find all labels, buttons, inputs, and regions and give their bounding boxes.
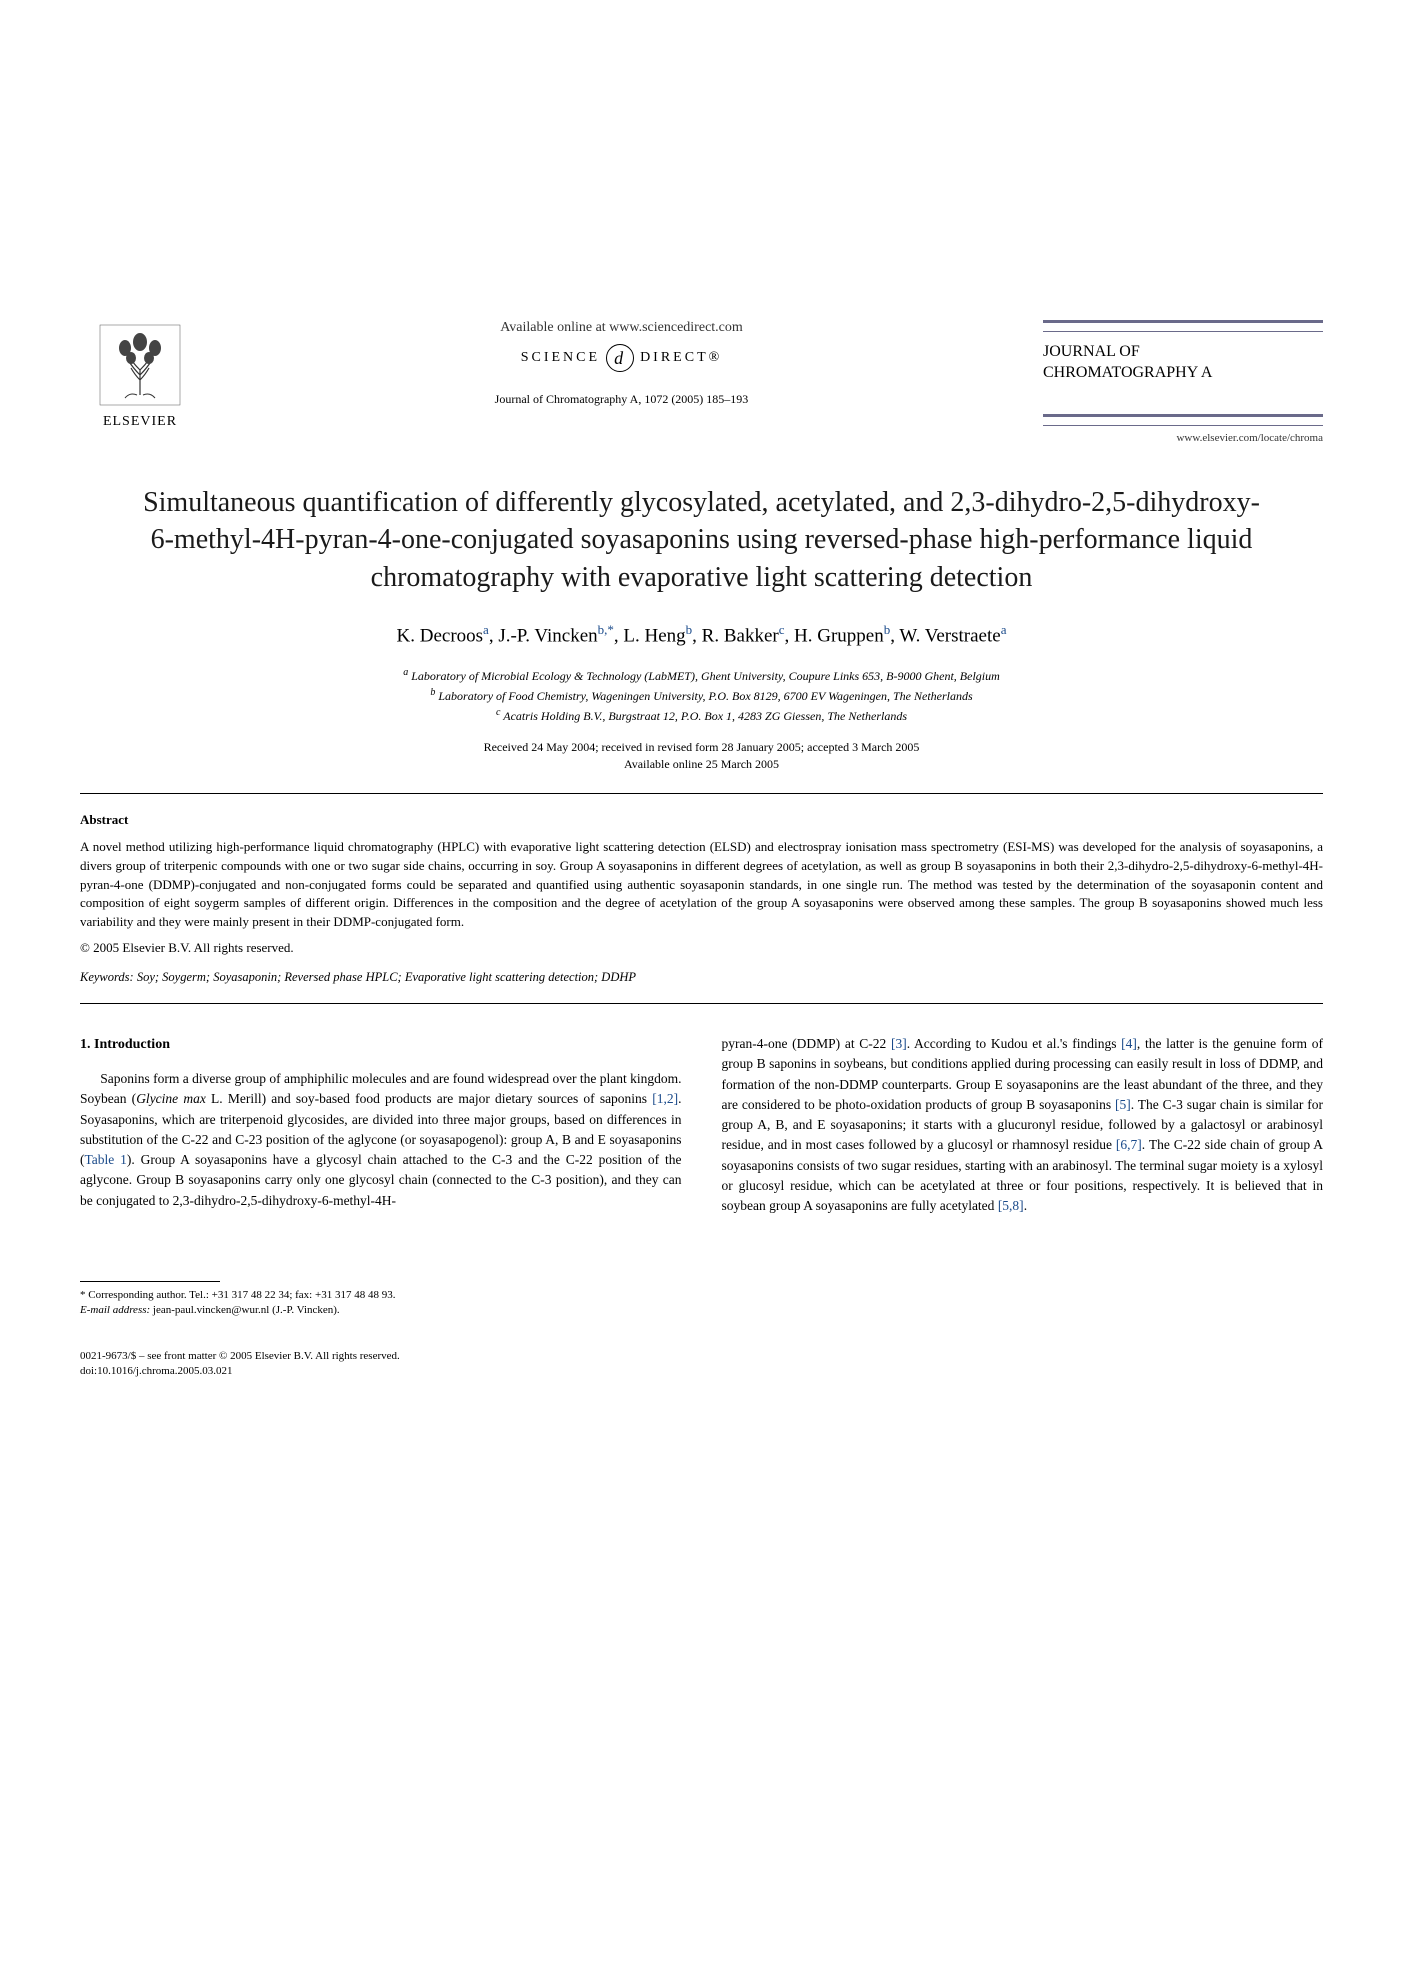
- journal-box: JOURNAL OF CHROMATOGRAPHY A: [1043, 320, 1323, 426]
- available-online-text: Available online at www.sciencedirect.co…: [500, 320, 743, 336]
- rule-before-abstract: [80, 793, 1323, 794]
- rule-after-keywords: [80, 1003, 1323, 1004]
- ref-5-8[interactable]: [5,8]: [998, 1198, 1024, 1213]
- article-dates: Received 24 May 2004; received in revise…: [80, 739, 1323, 773]
- journal-citation: Journal of Chromatography A, 1072 (2005)…: [495, 392, 749, 407]
- footnote-rule: [80, 1281, 220, 1282]
- author-3-sup: b: [686, 622, 693, 637]
- table-1-link[interactable]: Table 1: [85, 1152, 127, 1167]
- abstract-heading: Abstract: [80, 812, 1323, 828]
- author-3: L. Heng: [623, 625, 685, 646]
- keywords-label: Keywords:: [80, 970, 134, 984]
- publisher-block: ELSEVIER: [80, 320, 200, 430]
- footer-info: 0021-9673/$ – see front matter © 2005 El…: [80, 1349, 1323, 1380]
- center-header: Available online at www.sciencedirect.co…: [200, 320, 1043, 407]
- authors-line: K. Decroosa, J.-P. Vinckenb,*, L. Hengb,…: [80, 622, 1323, 647]
- ref-3[interactable]: [3]: [891, 1036, 907, 1051]
- dates-online: Available online 25 March 2005: [80, 756, 1323, 773]
- author-5-sup: b: [884, 622, 891, 637]
- journal-name-1: JOURNAL OF: [1043, 342, 1323, 363]
- author-2: J.-P. Vincken: [498, 625, 597, 646]
- keywords-line: Keywords: Soy; Soygerm; Soyasaponin; Rev…: [80, 970, 1323, 985]
- affil-b: Laboratory of Food Chemistry, Wageningen…: [438, 689, 972, 703]
- corresponding-footnote: * Corresponding author. Tel.: +31 317 48…: [80, 1288, 682, 1319]
- ref-4[interactable]: [4]: [1121, 1036, 1137, 1051]
- elsevier-tree-logo: [95, 320, 185, 410]
- affil-a: Laboratory of Microbial Ecology & Techno…: [411, 669, 1000, 683]
- column-left: 1. Introduction Saponins form a diverse …: [80, 1034, 682, 1319]
- intro-para-left: Saponins form a diverse group of amphiph…: [80, 1069, 682, 1211]
- author-1-sup: a: [483, 622, 489, 637]
- author-1: K. Decroos: [397, 625, 484, 646]
- ref-1-2[interactable]: [1,2]: [652, 1091, 678, 1106]
- affiliations: a Laboratory of Microbial Ecology & Tech…: [80, 665, 1323, 725]
- abstract-copyright: © 2005 Elsevier B.V. All rights reserved…: [80, 940, 1323, 956]
- author-4: R. Bakker: [702, 625, 779, 646]
- keywords-text: Soy; Soygerm; Soyasaponin; Reversed phas…: [134, 970, 636, 984]
- body-columns: 1. Introduction Saponins form a diverse …: [80, 1034, 1323, 1319]
- sd-right: DIRECT®: [640, 350, 722, 366]
- intro-heading: 1. Introduction: [80, 1034, 682, 1055]
- dates-received: Received 24 May 2004; received in revise…: [80, 739, 1323, 756]
- email-label: E-mail address:: [80, 1304, 150, 1316]
- footer-doi: doi:10.1016/j.chroma.2005.03.021: [80, 1364, 1323, 1379]
- footer-line1: 0021-9673/$ – see front matter © 2005 El…: [80, 1349, 1323, 1364]
- journal-url: www.elsevier.com/locate/chroma: [1043, 432, 1323, 444]
- header-row: ELSEVIER Available online at www.science…: [80, 320, 1323, 444]
- publisher-name: ELSEVIER: [103, 414, 177, 430]
- article-title: Simultaneous quantification of different…: [140, 484, 1263, 597]
- sd-circle-icon: d: [606, 344, 634, 372]
- author-4-sup: c: [779, 622, 785, 637]
- author-2-sup: b,*: [598, 622, 614, 637]
- author-5: H. Gruppen: [794, 625, 884, 646]
- author-6-sup: a: [1001, 622, 1007, 637]
- intro-para-right: pyran-4-one (DDMP) at C-22 [3]. Accordin…: [722, 1034, 1324, 1216]
- journal-name-2: CHROMATOGRAPHY A: [1043, 363, 1323, 384]
- ref-5[interactable]: [5]: [1115, 1097, 1131, 1112]
- affil-c: Acatris Holding B.V., Burgstraat 12, P.O…: [503, 709, 907, 723]
- ref-6-7[interactable]: [6,7]: [1116, 1137, 1142, 1152]
- sciencedirect-logo: SCIENCE d DIRECT®: [521, 344, 723, 372]
- column-right: pyran-4-one (DDMP) at C-22 [3]. Accordin…: [722, 1034, 1324, 1319]
- sd-left: SCIENCE: [521, 350, 600, 366]
- journal-box-wrapper: JOURNAL OF CHROMATOGRAPHY A www.elsevier…: [1043, 320, 1323, 444]
- abstract-text: A novel method utilizing high-performanc…: [80, 838, 1323, 932]
- author-6: W. Verstraete: [899, 625, 1000, 646]
- corr-email: jean-paul.vincken@wur.nl (J.-P. Vincken)…: [150, 1304, 340, 1316]
- corr-author-line: * Corresponding author. Tel.: +31 317 48…: [80, 1288, 682, 1303]
